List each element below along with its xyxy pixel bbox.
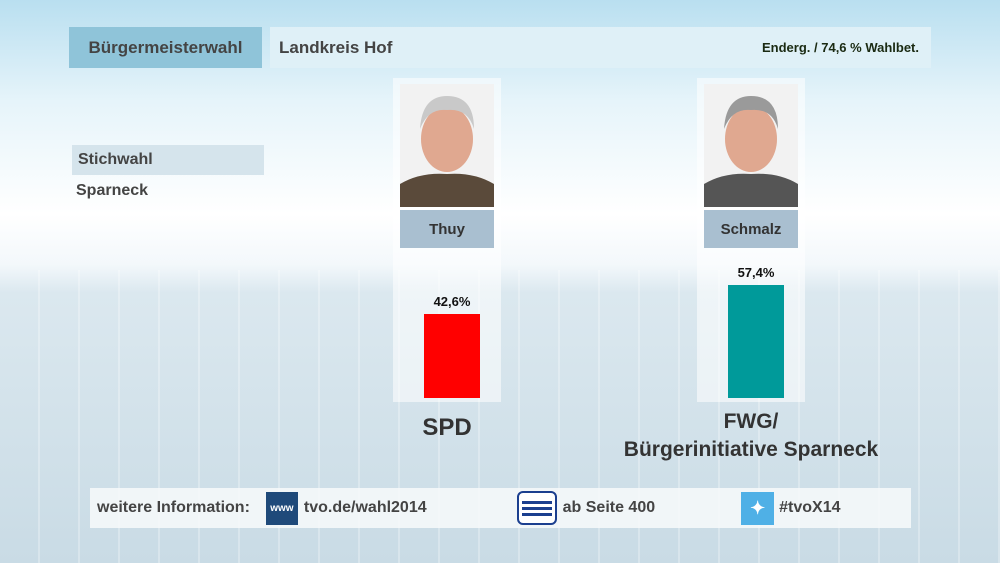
twitter-icon: ✦ <box>741 491 775 525</box>
bar-value-label: 42,6% <box>433 294 471 310</box>
footer-label: weitere Information: <box>97 499 250 516</box>
candidate-photo <box>400 84 494 207</box>
municipality: Sparneck <box>76 182 149 199</box>
teletext-page: ab Seite 400 <box>562 499 656 516</box>
election-type: Stichwahl <box>72 145 264 175</box>
header-bar: Landkreis Hof Enderg. / 74,6 % Wahlbet. <box>270 27 931 68</box>
www-icon: www <box>265 491 298 525</box>
bar-thuy <box>424 314 480 398</box>
candidate-name: Schmalz <box>704 210 798 248</box>
party-label-line: Bürgerinitiative Sparneck <box>623 438 879 461</box>
teletext-icon <box>516 491 557 525</box>
result-status: Enderg. / 74,6 % Wahlbet. <box>762 40 919 55</box>
region-title: Landkreis Hof <box>279 37 393 57</box>
election-title: Bürgermeisterwahl <box>69 27 262 68</box>
party-label-line: SPD <box>422 414 472 441</box>
party-label-line: FWG/ <box>723 410 779 433</box>
footer-info: weitere Information: www tvo.de/wahl2014… <box>90 488 911 528</box>
twitter-hashtag[interactable]: #tvoX14 <box>779 499 841 516</box>
bar-schmalz <box>728 284 784 398</box>
party-label: SPD <box>287 414 607 442</box>
party-label: FWG/Bürgerinitiative Sparneck <box>591 408 911 464</box>
bar-value-label: 57,4% <box>737 264 775 280</box>
candidate-name: Thuy <box>400 210 494 248</box>
candidate-photo <box>704 84 798 207</box>
web-link[interactable]: tvo.de/wahl2014 <box>303 499 427 516</box>
